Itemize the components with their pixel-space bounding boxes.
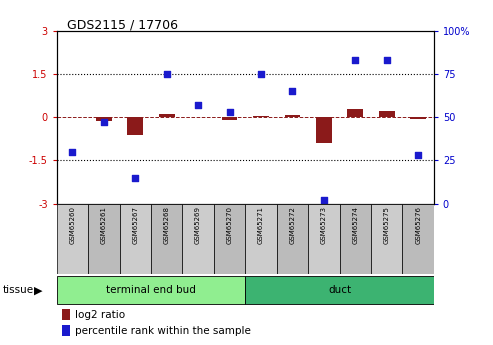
Bar (379, 111, 394, 117)
Point (226, 109, 234, 115)
Text: GSM65267: GSM65267 (132, 206, 138, 244)
Bar (402, 204, 434, 274)
Bar (340, 204, 371, 274)
Text: GSM65270: GSM65270 (227, 206, 233, 244)
Bar (57, 276, 245, 304)
Bar (348, 109, 363, 117)
Bar (96, 117, 112, 121)
Point (383, 58, 390, 63)
Text: GSM65275: GSM65275 (384, 206, 389, 244)
Point (320, 197, 328, 203)
Point (352, 58, 359, 63)
Bar (253, 116, 269, 117)
Point (69, 149, 76, 155)
Point (100, 120, 108, 125)
Bar (151, 204, 182, 274)
Text: GSM65269: GSM65269 (195, 206, 201, 244)
Bar (245, 276, 434, 304)
Point (131, 175, 139, 180)
Text: GSM65276: GSM65276 (415, 206, 421, 244)
Bar (57, 204, 88, 274)
Bar (316, 117, 332, 142)
Point (257, 71, 265, 77)
Text: ▶: ▶ (34, 286, 42, 295)
Text: GSM65260: GSM65260 (70, 206, 75, 244)
Bar (127, 117, 143, 135)
Point (163, 71, 171, 77)
Point (194, 102, 202, 108)
Text: GDS2115 / 17706: GDS2115 / 17706 (67, 19, 177, 32)
Text: GSM65271: GSM65271 (258, 206, 264, 244)
Bar (182, 204, 214, 274)
Point (414, 152, 422, 158)
Bar (159, 115, 175, 117)
Text: terminal end bud: terminal end bud (106, 285, 196, 295)
Point (288, 89, 296, 94)
Text: GSM65272: GSM65272 (289, 206, 295, 244)
Text: GSM65268: GSM65268 (164, 206, 170, 244)
Text: log2 ratio: log2 ratio (75, 310, 126, 319)
Bar (88, 204, 119, 274)
Text: GSM65273: GSM65273 (321, 206, 327, 244)
Bar (410, 117, 426, 119)
Bar (277, 204, 308, 274)
Bar (284, 115, 300, 117)
Bar (371, 204, 402, 274)
Bar (119, 204, 151, 274)
Bar (222, 117, 238, 120)
Text: duct: duct (328, 285, 351, 295)
Bar (245, 204, 277, 274)
Text: percentile rank within the sample: percentile rank within the sample (75, 326, 251, 336)
Bar (214, 204, 246, 274)
Text: GSM65274: GSM65274 (352, 206, 358, 244)
Text: GSM65261: GSM65261 (101, 206, 107, 244)
Bar (308, 204, 340, 274)
Text: tissue: tissue (2, 286, 34, 295)
